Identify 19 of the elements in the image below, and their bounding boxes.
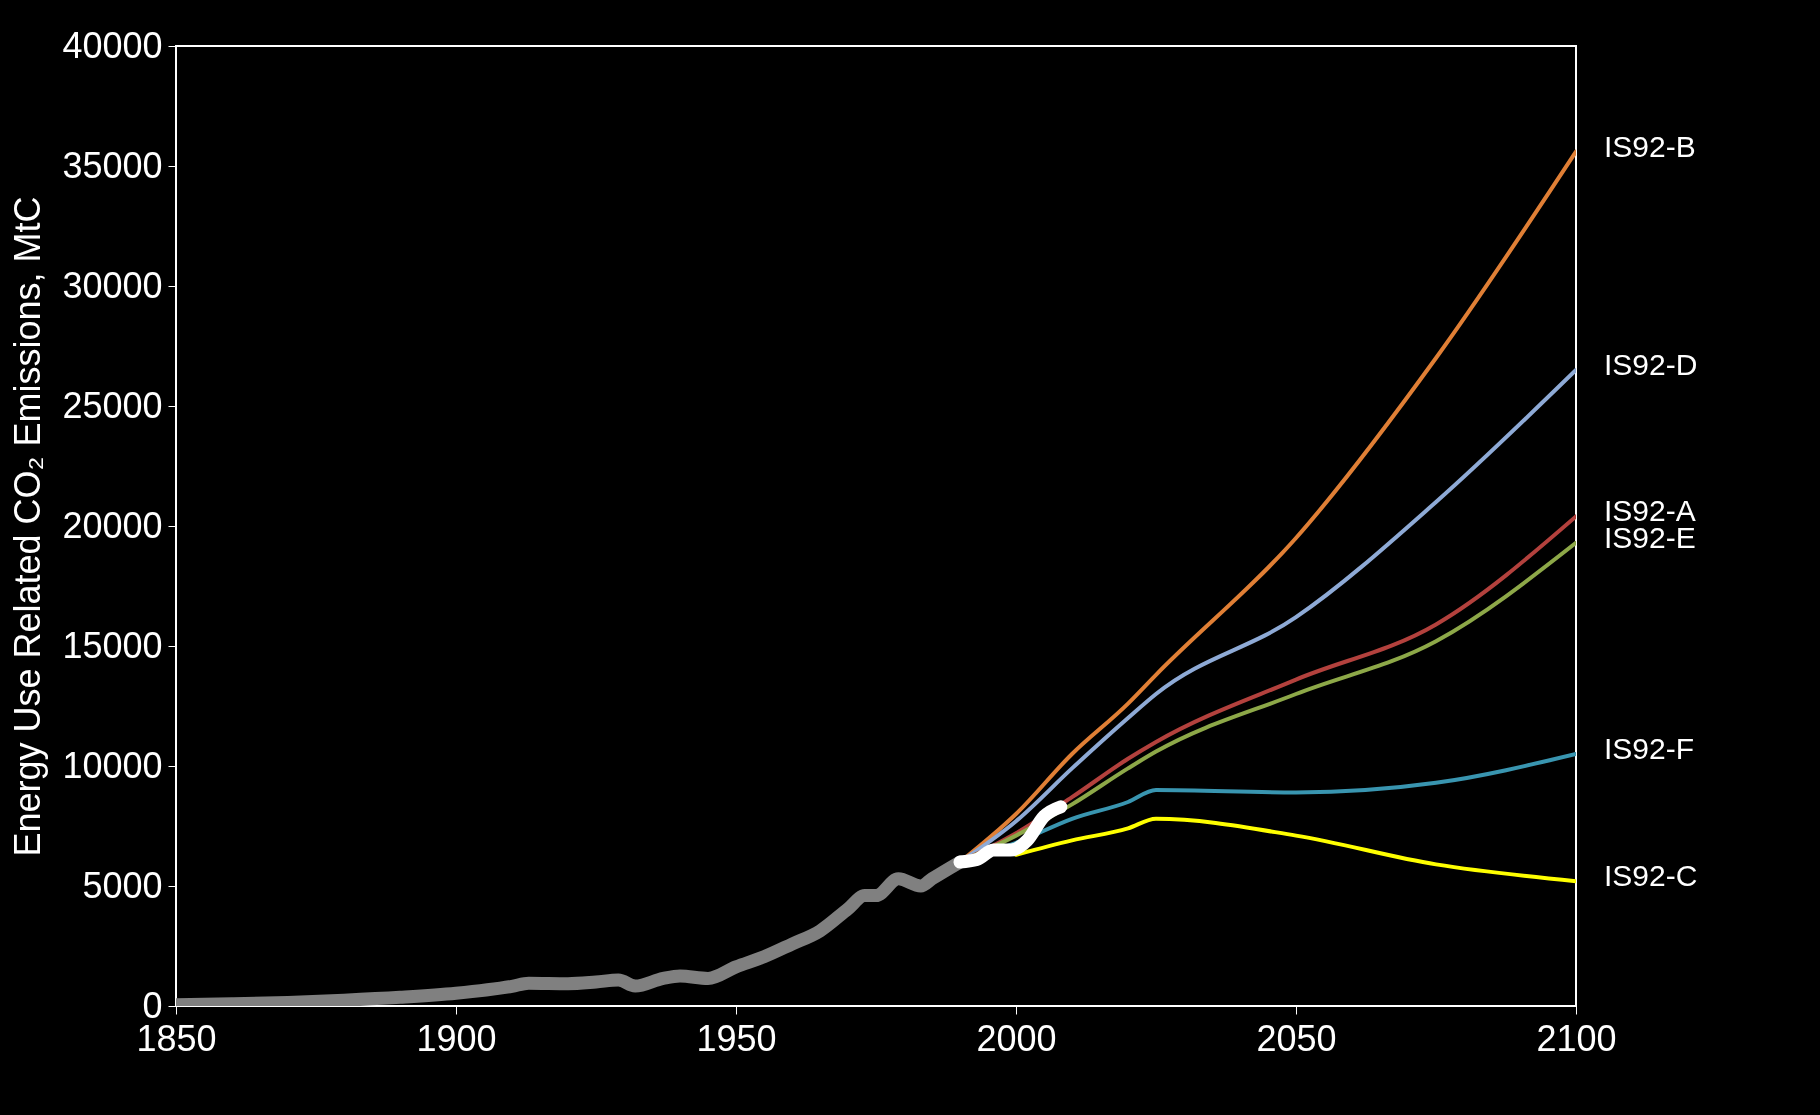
x-tick-label: 2000 [976, 1017, 1057, 1059]
y-tick-label: 35000 [62, 144, 163, 186]
series-label: IS92-F [1604, 732, 1695, 765]
x-tick-label: 2050 [1256, 1017, 1337, 1059]
y-tick-label: 25000 [62, 384, 163, 426]
x-tick-label: 1950 [696, 1017, 777, 1059]
y-tick-label: 30000 [62, 264, 163, 306]
y-tick-label: 5000 [82, 864, 163, 906]
y-tick-label: 10000 [62, 744, 163, 786]
x-tick-label: 2100 [1536, 1017, 1617, 1059]
series-label: IS92-C [1604, 859, 1698, 893]
y-tick-label: 40000 [62, 24, 163, 66]
series-label: IS92-D [1604, 348, 1698, 381]
y-tick-label: 15000 [62, 624, 163, 666]
y-tick-label: 20000 [62, 504, 163, 546]
series-label: IS92-B [1604, 129, 1696, 163]
line-series [1014, 816, 1576, 884]
x-tick-label: 1900 [416, 1017, 497, 1059]
y-axis-title: Energy Use Related CO₂ Emissions, MtC [7, 196, 49, 857]
